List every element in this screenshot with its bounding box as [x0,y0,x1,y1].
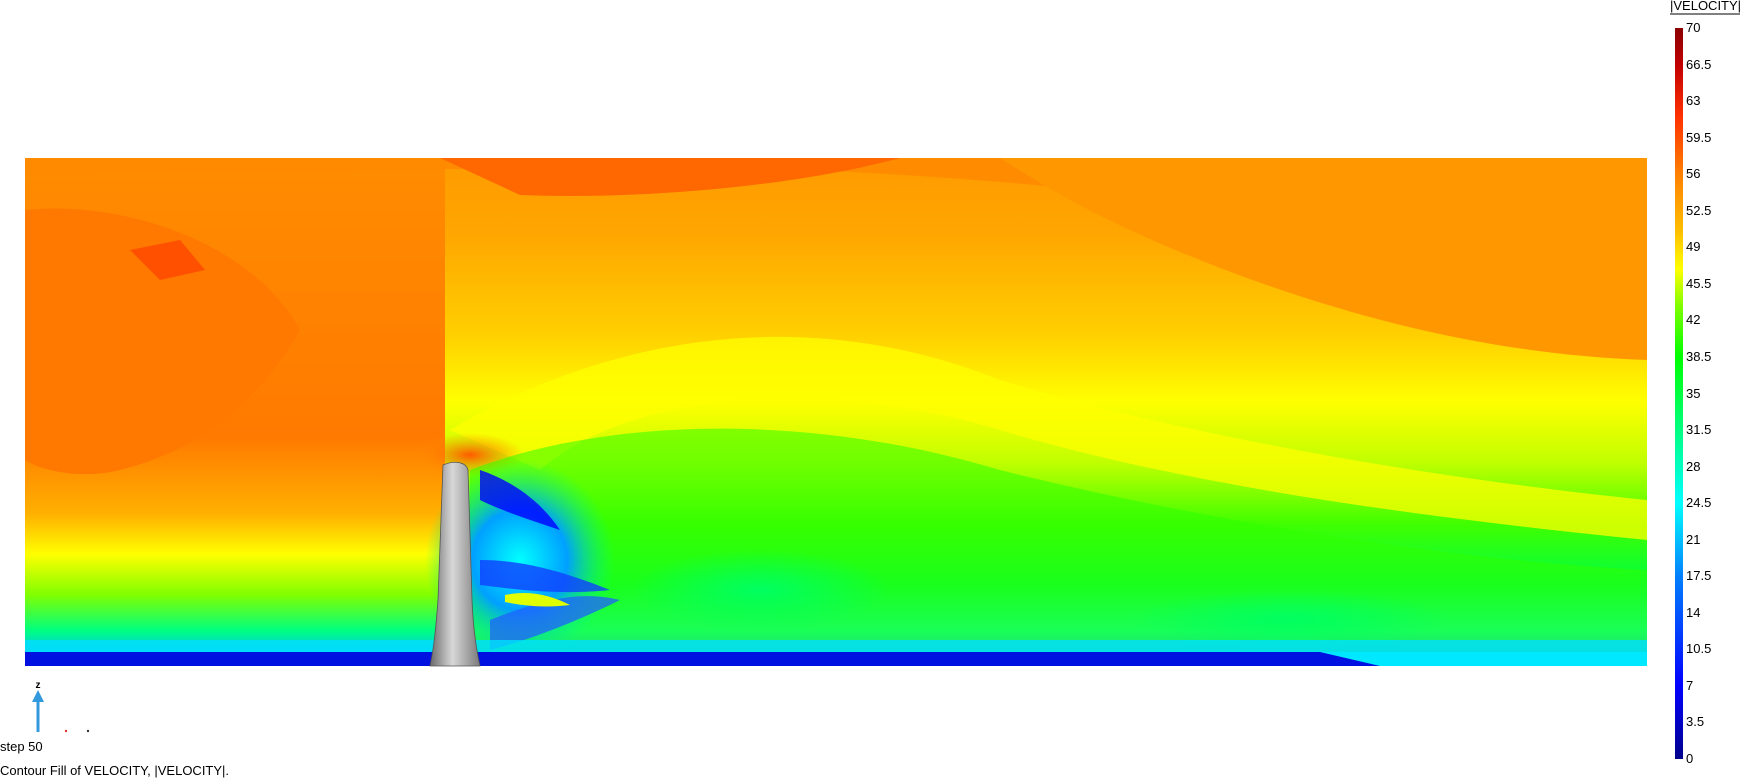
colorbar-tick-label: 21 [1686,531,1701,547]
contour-wake-blob-2 [1130,590,1450,650]
caption-label: Contour Fill of VELOCITY, |VELOCITY|. [0,763,230,778]
colorbar-tick-label: 49 [1686,239,1701,255]
colorbar-tick-label: 14 [1686,604,1701,620]
axis-triad-marker-dark [86,729,90,733]
axis-triad-marker-red [64,729,68,733]
colorbar-tick-label: 59.5 [1686,129,1712,145]
contour-wake-blob-1 [630,550,890,630]
axis-triad: z [32,680,90,733]
contour-ground-right-cyan [1320,652,1647,666]
contour-left-hotspot [130,240,205,280]
tower-shape [429,461,481,667]
z-axis-label: z [36,680,41,691]
colorbar-tick-label: 66.5 [1686,56,1712,72]
colorbar-tick-label: 28 [1686,458,1701,474]
contour-field [25,158,1647,666]
contour-wake-vortex-3 [490,596,620,650]
colorbar-tick-label: 56 [1686,166,1701,182]
z-axis-arrowhead [32,690,44,702]
contour-wake-vortex-2 [480,560,610,593]
contour-wake-yellow-streak [505,593,570,607]
contour-ground-cyan [25,640,1647,654]
contour-wake-vortex-1 [480,470,560,530]
colorbar-tick-label: 63 [1686,93,1701,109]
colorbar-tick-label: 31.5 [1686,422,1712,438]
colorbar-tick-label: 24.5 [1686,495,1712,511]
colorbar-tick-label: 70 [1686,20,1701,35]
contour-band-top-hot [440,158,900,196]
colorbar [1675,28,1683,759]
colorbar-tick-label: 17.5 [1686,568,1712,584]
colorbar-tick-label: 35 [1686,385,1701,401]
colorbar-tick-label: 52.5 [1686,202,1712,218]
contour-band-right [1000,158,1647,360]
colorbar-tick-label: 45.5 [1686,275,1712,291]
colorbar-tick-label: 7 [1686,677,1694,693]
contour-left-hot [25,208,300,475]
step-label: step 50 [0,739,43,754]
colorbar-tick-label: 42 [1686,312,1701,328]
colorbar-tick-label: 38.5 [1686,348,1712,364]
colorbar-tick-label: 3.5 [1686,714,1705,730]
legend-title: |VELOCITY| [1670,0,1740,13]
colorbar-tick-label: 10.5 [1686,641,1712,657]
contour-yellow-band [450,336,1647,540]
colorbar-tick-label: 0 [1686,751,1694,766]
